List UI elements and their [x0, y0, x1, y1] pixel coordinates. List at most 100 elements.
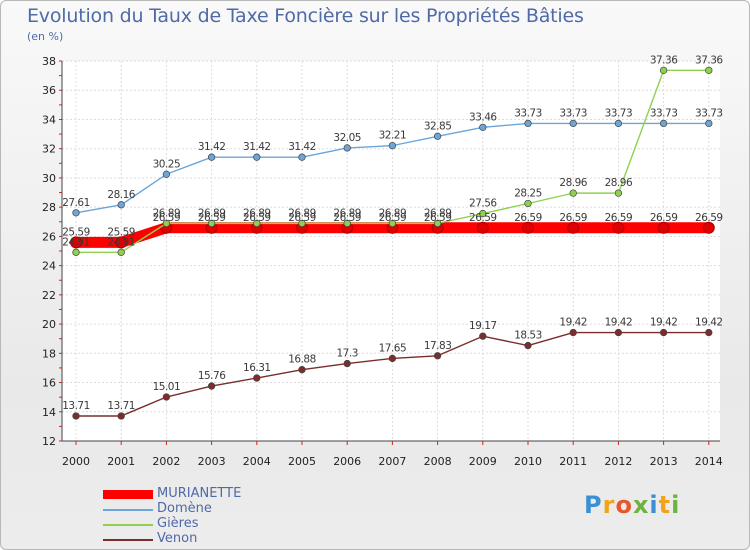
data-point	[612, 221, 625, 234]
data-label: 33.73	[605, 107, 633, 119]
data-label: 32.85	[424, 120, 452, 132]
data-label: 25.59	[107, 226, 135, 238]
data-point	[388, 219, 397, 228]
data-label: 26.59	[243, 212, 271, 224]
y-tick-label: 32	[42, 143, 56, 156]
y-tick-label: 36	[42, 84, 56, 97]
y-tick-label: 38	[42, 55, 56, 68]
data-point	[522, 221, 534, 234]
data-label: 31.42	[243, 141, 271, 153]
data-label: 32.21	[379, 130, 407, 142]
legend-label: Domène	[157, 501, 212, 516]
data-point	[479, 123, 487, 132]
data-label: 19.42	[695, 317, 723, 329]
data-point	[569, 328, 577, 337]
y-tick-label: 30	[42, 172, 56, 185]
x-tick-label: 2001	[107, 455, 135, 468]
logo-letter: P	[584, 491, 603, 519]
plot-area	[62, 61, 720, 441]
logo-letter: x	[632, 491, 650, 519]
y-tick-label: 14	[42, 406, 56, 419]
y-tick-label: 16	[42, 377, 56, 390]
data-point	[388, 354, 397, 363]
x-tick-label: 2010	[514, 455, 542, 468]
series-gières	[72, 66, 713, 256]
data-label: 28.96	[605, 177, 633, 189]
data-point	[162, 170, 171, 178]
x-tick-label: 2009	[469, 455, 497, 468]
data-label: 17.83	[424, 340, 452, 352]
data-label: 37.36	[695, 54, 723, 66]
data-label: 19.42	[559, 317, 587, 329]
data-point	[343, 219, 351, 228]
data-label: 18.53	[514, 330, 542, 342]
data-label: 17.65	[379, 342, 407, 354]
legend-swatch	[103, 523, 153, 526]
data-label: 17.3	[337, 348, 358, 360]
data-label: 16.88	[288, 354, 316, 366]
data-label: 26.59	[288, 212, 316, 224]
data-point	[70, 236, 82, 249]
data-point	[343, 144, 351, 152]
data-point	[614, 119, 623, 128]
legend-label: Gières	[157, 516, 199, 531]
data-point	[117, 248, 125, 256]
data-point	[433, 132, 442, 140]
data-point	[614, 189, 623, 197]
data-point	[659, 119, 668, 128]
x-tick-label: 2012	[604, 455, 632, 468]
x-tick-label: 2008	[424, 455, 452, 468]
x-tick-label: 2003	[198, 455, 226, 468]
x-tick-label: 2013	[650, 455, 678, 468]
data-point	[72, 209, 80, 217]
data-label: 26.59	[153, 212, 181, 224]
data-point	[433, 219, 442, 228]
data-label: 19.17	[469, 320, 497, 332]
data-point	[657, 221, 670, 234]
data-point	[162, 393, 171, 401]
data-point	[659, 328, 668, 337]
data-label: 24.91	[107, 236, 135, 248]
y-tick-label: 34	[42, 113, 56, 126]
series-venon	[72, 328, 713, 420]
y-tick-label: 24	[42, 260, 56, 273]
data-point	[479, 332, 487, 340]
data-point	[117, 412, 125, 420]
data-point	[705, 66, 713, 75]
legend-label: MURIANETTE	[157, 486, 242, 501]
data-label: 26.89	[198, 207, 226, 219]
data-point	[476, 221, 489, 234]
data-label: 26.59	[695, 212, 723, 224]
data-label: 26.89	[333, 207, 361, 219]
data-label: 33.73	[559, 107, 587, 119]
data-label: 32.05	[333, 132, 361, 144]
data-label: 33.73	[514, 107, 542, 119]
data-point	[253, 219, 261, 228]
data-label: 30.25	[153, 158, 181, 170]
data-label: 15.01	[153, 381, 181, 393]
data-label: 28.96	[559, 177, 587, 189]
x-tick-label: 2000	[62, 455, 90, 468]
data-label: 33.73	[650, 107, 678, 119]
data-point	[253, 153, 261, 161]
data-point	[569, 119, 577, 128]
data-point	[567, 221, 580, 234]
x-tick-label: 2002	[152, 455, 180, 468]
y-tick-label: 26	[42, 230, 56, 243]
data-label: 13.71	[107, 400, 135, 412]
data-label: 26.59	[650, 212, 678, 224]
x-tick-label: 2005	[288, 455, 316, 468]
x-tick-label: 2014	[695, 455, 723, 468]
data-label: 26.89	[243, 207, 271, 219]
data-label: 19.42	[650, 317, 678, 329]
data-label: 26.59	[469, 212, 497, 224]
data-label: 26.59	[605, 212, 633, 224]
chart-title: Evolution du Taux de Taxe Foncière sur l…	[27, 5, 584, 27]
data-label: 26.59	[424, 212, 452, 224]
data-label: 15.76	[198, 370, 226, 382]
unit-label: (en %)	[27, 30, 64, 43]
data-label: 26.89	[288, 207, 316, 219]
data-label: 26.89	[153, 207, 181, 219]
